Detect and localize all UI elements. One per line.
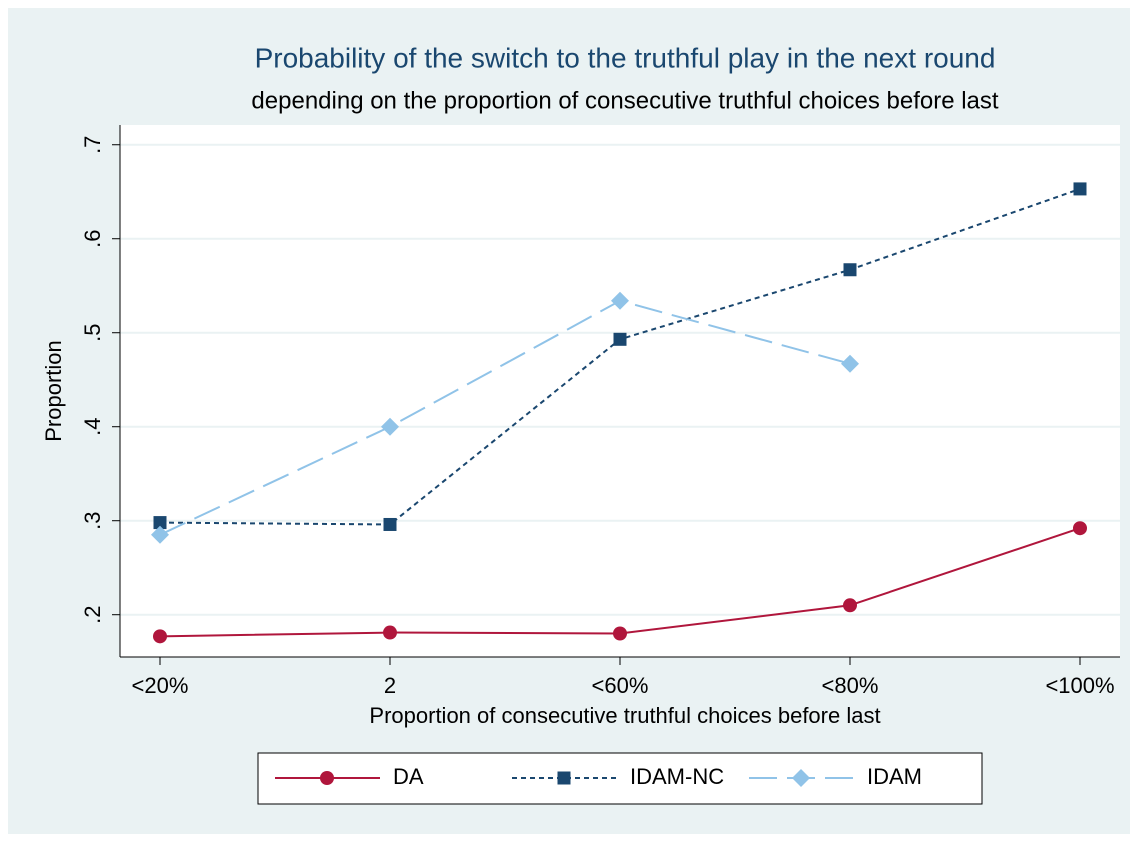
- marker: [1073, 182, 1087, 196]
- y-tick-label: .3: [80, 512, 105, 530]
- marker: [792, 769, 810, 787]
- x-tick-label: <100%: [1045, 673, 1114, 698]
- marker: [153, 516, 167, 530]
- marker: [383, 625, 397, 640]
- marker: [151, 525, 169, 544]
- y-tick-label: .2: [80, 606, 105, 624]
- legend-label: DA: [393, 764, 424, 789]
- legend-label: IDAM: [867, 764, 922, 789]
- marker: [1073, 521, 1087, 536]
- series-line: [159, 299, 851, 536]
- y-axis-title: Proportion: [41, 340, 66, 442]
- x-axis-title: Proportion of consecutive truthful choic…: [369, 703, 880, 728]
- marker: [153, 629, 167, 644]
- chart-title: Probability of the switch to the truthfu…: [255, 42, 996, 73]
- marker: [613, 626, 627, 641]
- y-tick-label: .4: [80, 418, 105, 436]
- x-tick-label: 2: [384, 673, 396, 698]
- plot-area: [120, 125, 1120, 657]
- y-tick-label: .6: [80, 230, 105, 248]
- marker: [613, 332, 627, 346]
- chart-subtitle: depending on the proportion of consecuti…: [251, 87, 998, 114]
- marker: [320, 771, 334, 785]
- x-tick-label: <60%: [592, 673, 649, 698]
- y-tick-label: .5: [80, 324, 105, 342]
- marker: [381, 417, 399, 436]
- marker: [383, 517, 397, 531]
- marker: [557, 771, 571, 785]
- marker: [611, 291, 629, 310]
- marker: [843, 263, 857, 277]
- y-tick-label: .7: [80, 136, 105, 154]
- marker: [843, 598, 857, 613]
- x-tick-label: <80%: [822, 673, 879, 698]
- marker: [841, 354, 859, 373]
- x-tick-label: <20%: [132, 673, 189, 698]
- legend-label: IDAM-NC: [630, 764, 724, 789]
